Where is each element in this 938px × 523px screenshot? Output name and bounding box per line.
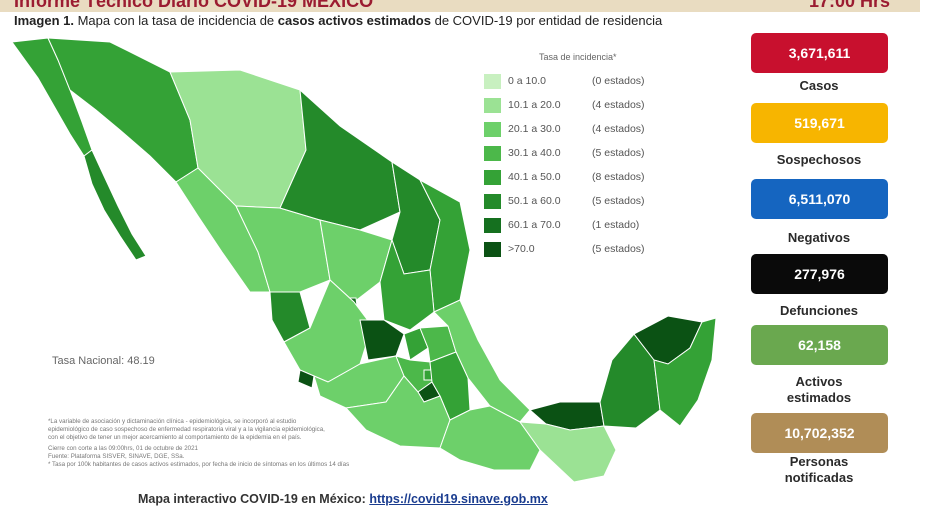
caption-text-1: Mapa con la tasa de incidencia de <box>73 13 278 28</box>
stat-negativos-label: Negativos <box>787 230 851 245</box>
state-chiapas <box>518 421 617 483</box>
footnotes: *La variable de asociación y dictaminaci… <box>48 418 448 469</box>
header-bar: Informe Técnico Diario COVID-19 MÉXICO 1… <box>0 0 920 12</box>
state-guanajuato <box>359 319 405 361</box>
state-oaxaca <box>439 405 541 471</box>
stat-casos-label: Casos <box>799 78 839 93</box>
legend-swatch <box>484 218 501 233</box>
legend-count: (5 estados) <box>592 243 645 255</box>
stat-defunciones-label: Defunciones <box>779 303 858 318</box>
report-title: Informe Técnico Diario COVID-19 MÉXICO <box>14 0 374 11</box>
state-sonora <box>47 37 199 183</box>
footnote-line: * Tasa por 100k habitantes de casos acti… <box>48 461 350 468</box>
legend-swatch <box>484 242 501 257</box>
stat-sospechosos-value: 519,671 <box>751 103 888 143</box>
legend-swatch <box>484 146 501 161</box>
legend-swatch <box>484 170 501 185</box>
footnote-line: Cierre con corte a las 09:00hrs, 01 de o… <box>48 445 198 452</box>
footnote-line: Fuente: Plataforma SISVER, SINAVE, DGE, … <box>48 453 185 460</box>
legend-count: (8 estados) <box>592 171 645 183</box>
legend-count: (5 estados) <box>592 147 645 159</box>
legend-range: 30.1 a 40.0 <box>508 147 561 159</box>
legend-item: 50.1 a 60.0 (5 estados) <box>484 194 714 210</box>
legend-item: 60.1 a 70.0 (1 estado) <box>484 218 714 234</box>
legend-range: 40.1 a 50.0 <box>508 171 561 183</box>
legend-range: >70.0 <box>508 243 535 255</box>
stat-negativos-value: 6,511,070 <box>751 179 888 219</box>
legend-swatch <box>484 194 501 209</box>
state-quintana-roo <box>653 317 717 427</box>
legend-count: (5 estados) <box>592 195 645 207</box>
footnote-line: epidemiológico de caso sospechoso de enf… <box>48 426 325 433</box>
stat-activos-label: Activos estimados <box>786 374 852 405</box>
stat-sospechosos-label: Sospechosos <box>776 152 862 167</box>
caption-bold: casos activos estimados <box>277 13 431 28</box>
footnote-line: con el objetivo de tener un mejor acerca… <box>48 434 302 441</box>
national-rate: Tasa Nacional: 48.19 <box>52 355 155 367</box>
caption-prefix: Imagen 1. <box>14 13 74 28</box>
footer: Mapa interactivo COVID-19 en México: htt… <box>138 492 548 506</box>
map-link[interactable]: https://covid19.sinave.gob.mx <box>369 492 548 506</box>
legend-range: 50.1 a 60.0 <box>508 195 561 207</box>
stat-notificadas-value: 10,702,352 <box>751 413 888 453</box>
footnote-line: *La variable de asociación y dictaminaci… <box>48 418 297 425</box>
figure-caption: Imagen 1. Mapa con la tasa de incidencia… <box>14 13 662 28</box>
stat-activos-value: 62,158 <box>751 325 888 365</box>
state-san-luis-potosi <box>379 238 435 331</box>
legend-range: 60.1 a 70.0 <box>508 219 561 231</box>
legend-range: 0 a 10.0 <box>508 75 546 87</box>
legend-item: 40.1 a 50.0 (8 estados) <box>484 170 714 186</box>
footer-text: Mapa interactivo COVID-19 en México: <box>138 492 370 506</box>
state-guerrero <box>345 375 451 449</box>
legend-count: (0 estados) <box>592 75 645 87</box>
stat-casos-value: 3,671,611 <box>751 33 888 73</box>
legend-item: 10.1 a 20.0 (4 estados) <box>484 98 714 114</box>
legend-item: 20.1 a 30.0 (4 estados) <box>484 122 714 138</box>
legend-swatch <box>484 74 501 89</box>
legend-swatch <box>484 122 501 137</box>
legend-range: 20.1 a 30.0 <box>508 123 561 135</box>
legend-title: Tasa de incidencia* <box>539 52 617 62</box>
legend-item: 0 a 10.0 (0 estados) <box>484 74 714 90</box>
report-time: 17:00 Hrs <box>808 0 890 11</box>
mexico-incidence-map <box>11 37 717 483</box>
legend-range: 10.1 a 20.0 <box>508 99 561 111</box>
state-baja-california-sur <box>83 149 147 261</box>
stat-defunciones-value: 277,976 <box>751 254 888 294</box>
legend-count: (1 estado) <box>592 219 640 231</box>
legend-count: (4 estados) <box>592 99 645 111</box>
stat-notificadas-label: Personas notificadas <box>784 454 854 485</box>
legend-item: 30.1 a 40.0 (5 estados) <box>484 146 714 162</box>
legend-swatch <box>484 98 501 113</box>
caption-text-2: de COVID-19 por entidad de residencia <box>430 13 663 28</box>
state-colima <box>297 369 315 389</box>
legend-count: (4 estados) <box>592 123 645 135</box>
legend-item: >70.0 (5 estados) <box>484 242 714 258</box>
